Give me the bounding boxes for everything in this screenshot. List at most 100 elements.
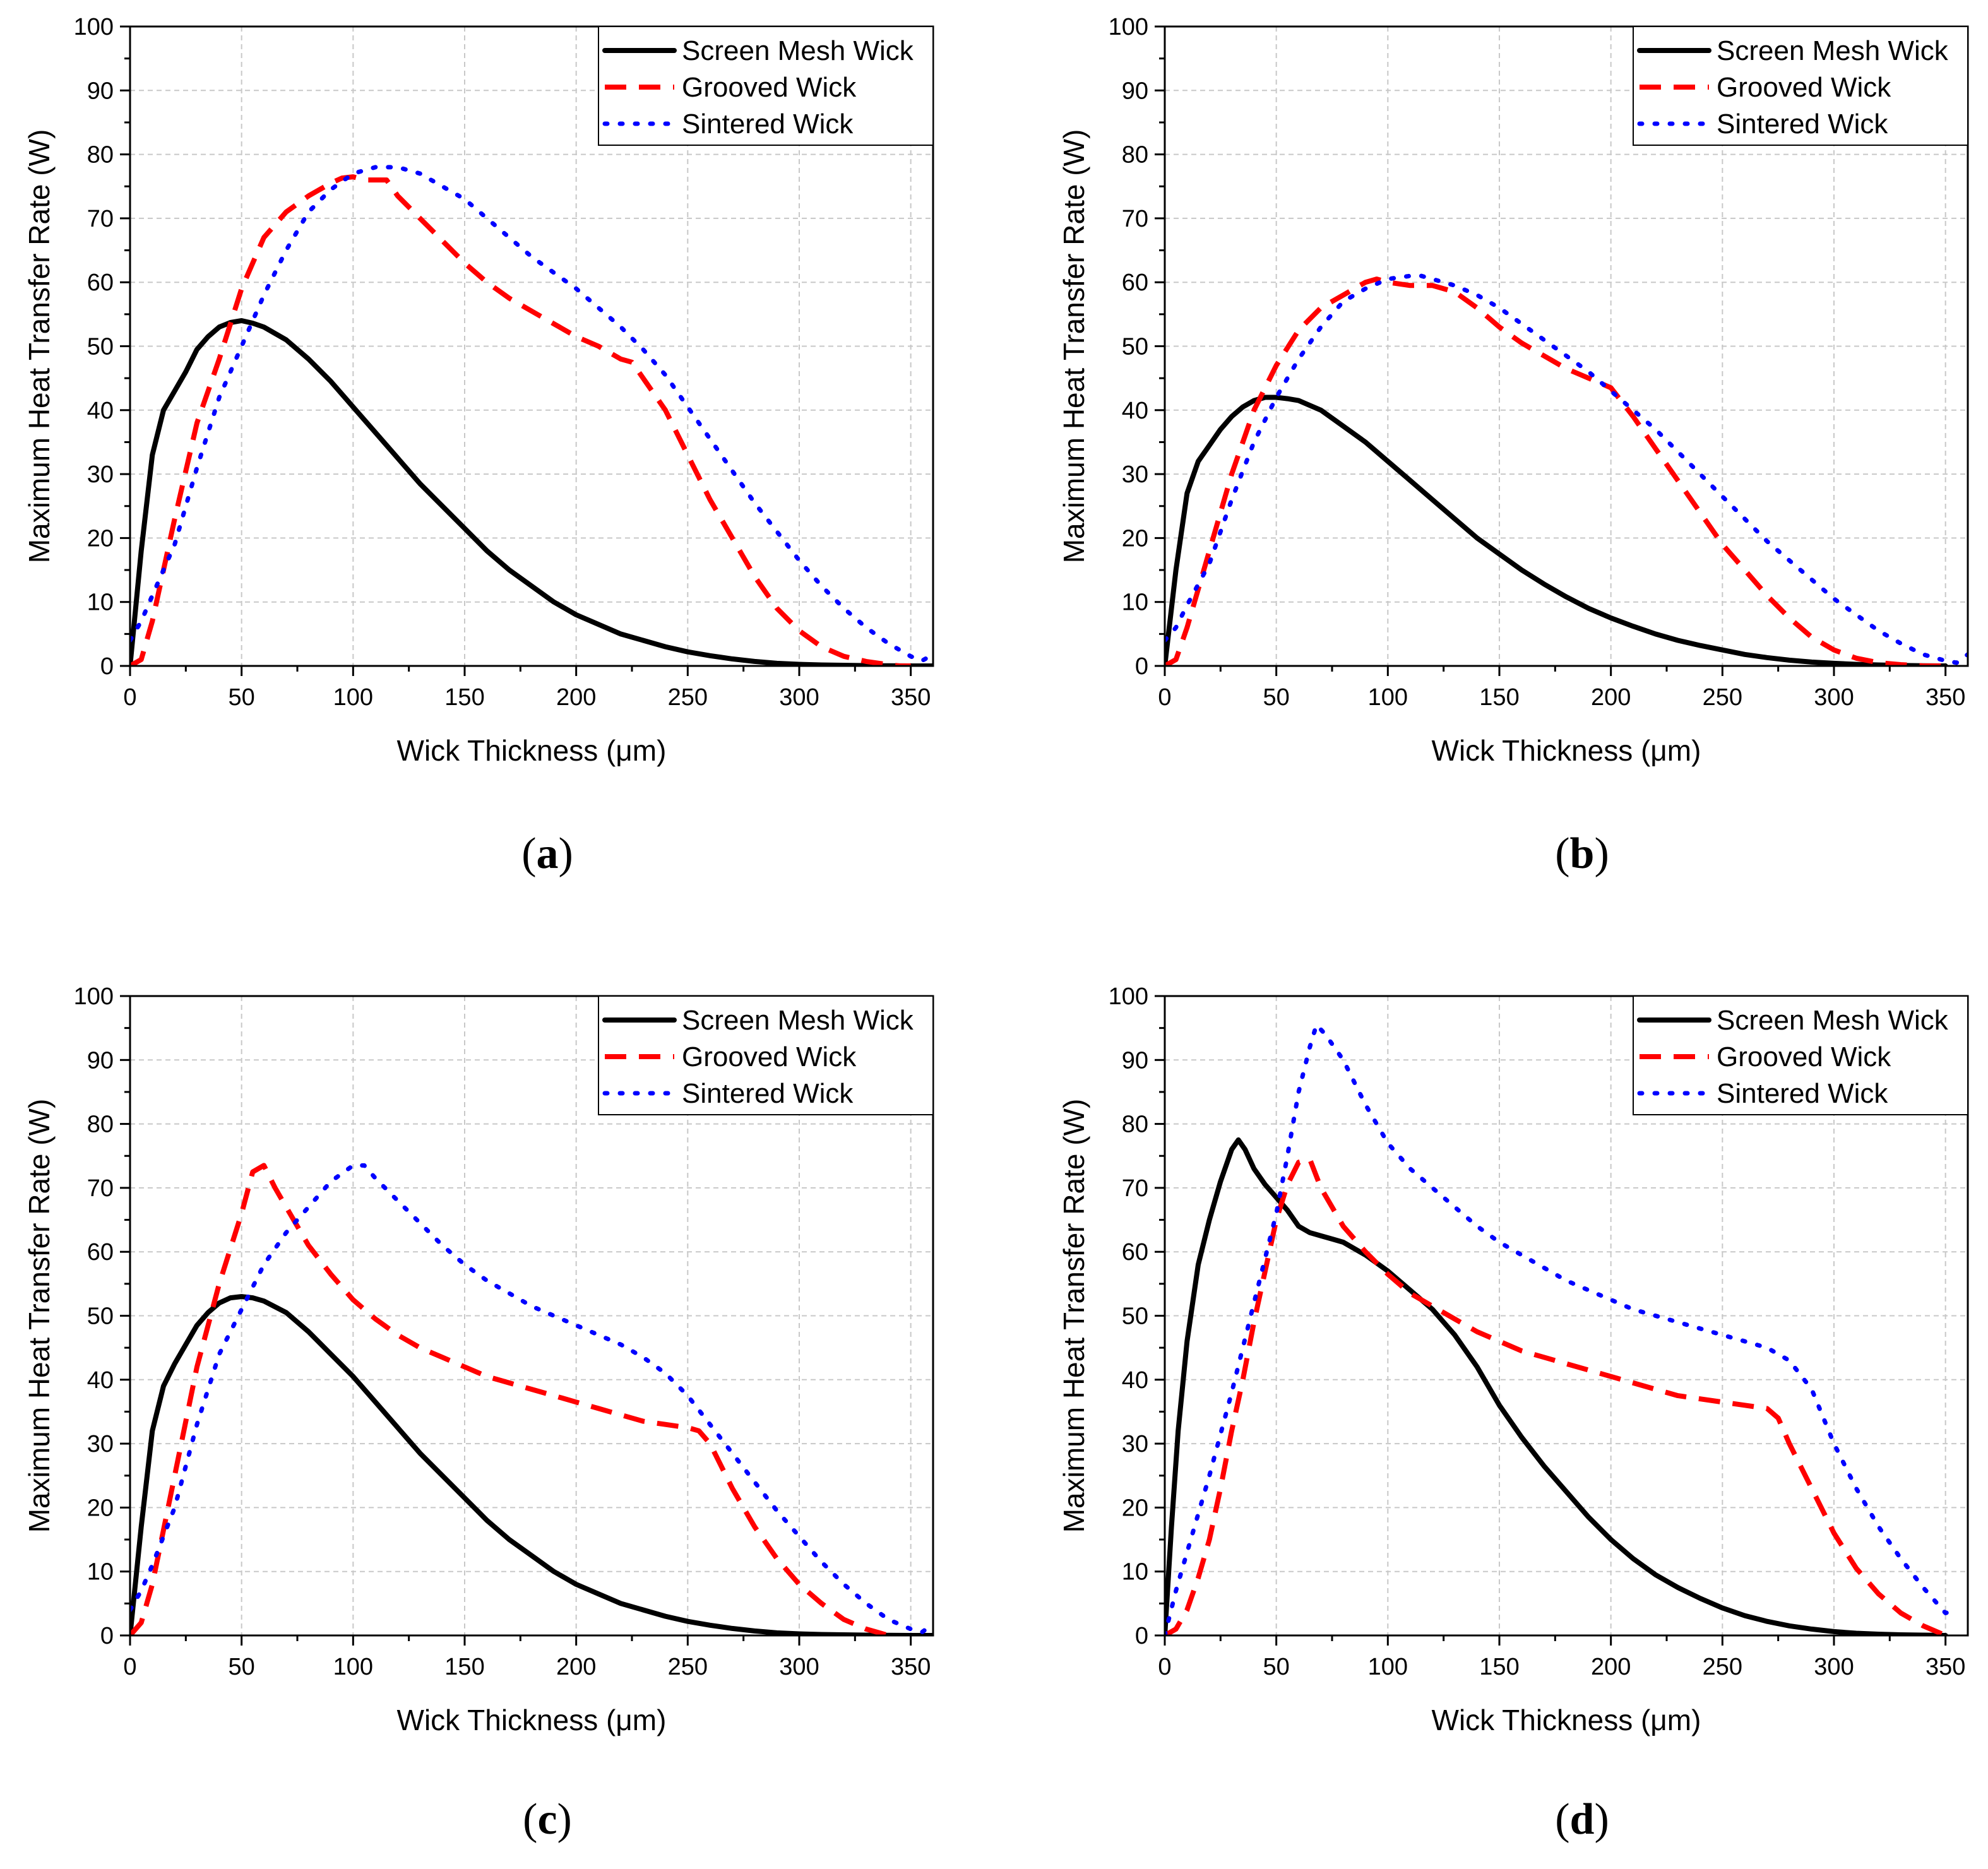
x-tick-label: 250 <box>668 1654 708 1680</box>
legend-label: Screen Mesh Wick <box>682 1005 914 1036</box>
y-tick-label: 60 <box>1122 270 1148 296</box>
x-tick-label: 50 <box>229 1654 255 1680</box>
legend-label: Grooved Wick <box>1717 1041 1891 1072</box>
chart-panel-c: 0 50 100 150 200 250 300 350 0 10 20 30 40 50 60 70 80 90… <box>23 983 934 1844</box>
x-tick-label: 200 <box>556 1654 596 1680</box>
chart-panel-a: 0 50 100 150 200 250 300 350 0 10 20 30 40 50 60 70 80 90… <box>23 14 934 878</box>
series-line-screen-mesh-wick <box>1165 395 1948 666</box>
y-tick-label: 0 <box>1135 653 1148 680</box>
x-tick-label: 0 <box>123 684 136 711</box>
y-tick-label: 50 <box>87 1303 114 1330</box>
y-tick-label: 100 <box>74 14 114 40</box>
y-tick-label: 50 <box>1122 334 1148 360</box>
series-line-grooved-wick <box>1165 1156 1947 1635</box>
legend-label: Sintered Wick <box>682 109 854 139</box>
series-line-sintered-wick <box>1165 273 1968 665</box>
x-tick-label: 200 <box>1591 684 1631 711</box>
legend: Screen Mesh Wick Grooved Wick Sintered Wic… <box>598 26 934 146</box>
y-tick-label: 30 <box>87 1431 114 1457</box>
series-line-screen-mesh-wick <box>1165 1137 1948 1635</box>
y-tick-label: 40 <box>1122 398 1148 424</box>
y-tick-label: 70 <box>1122 206 1148 232</box>
y-tick-label: 60 <box>87 1239 114 1266</box>
x-tick-label: 250 <box>668 684 708 711</box>
legend-label: Grooved Wick <box>682 1041 857 1072</box>
y-tick-label: 80 <box>1122 1112 1148 1138</box>
y-tick-label: 90 <box>1122 1047 1148 1074</box>
y-tick-label: 30 <box>87 461 114 488</box>
x-tick-label: 150 <box>444 684 484 711</box>
x-tick-label: 300 <box>1814 1654 1854 1680</box>
y-tick-label: 60 <box>1122 1239 1148 1266</box>
y-tick-label: 10 <box>87 1559 114 1586</box>
y-tick-label: 100 <box>1109 983 1148 1010</box>
y-tick-label: 90 <box>87 78 114 104</box>
x-tick-label: 100 <box>1368 684 1408 711</box>
legend-label: Sintered Wick <box>682 1078 854 1109</box>
x-tick-label: 300 <box>779 1654 819 1680</box>
y-tick-label: 20 <box>87 1495 114 1521</box>
y-tick-label: 80 <box>1122 142 1148 169</box>
y-tick-label: 40 <box>87 1367 114 1394</box>
x-tick-label: 300 <box>779 684 819 711</box>
legend-label: Sintered Wick <box>1717 109 1888 139</box>
x-tick-label: 250 <box>1703 1654 1742 1680</box>
x-tick-label: 200 <box>1591 1654 1631 1680</box>
y-tick-label: 20 <box>1122 1495 1148 1521</box>
y-tick-label: 90 <box>87 1047 114 1074</box>
y-tick-label: 0 <box>1135 1623 1148 1649</box>
y-tick-label: 10 <box>1122 1559 1148 1586</box>
x-tick-label: 50 <box>229 684 255 711</box>
y-axis-title: Maximum Heat Transfer Rate (W) <box>1057 129 1090 564</box>
x-tick-label: 350 <box>1926 684 1965 711</box>
series-line-sintered-wick <box>130 1163 933 1635</box>
chart-panel-d: 0 50 100 150 200 250 300 350 0 10 20 30 40 50 60 70 80 90… <box>1057 983 1969 1844</box>
y-tick-label: 70 <box>1122 1175 1148 1202</box>
y-axis-title: Maximum Heat Transfer Rate (W) <box>1057 1099 1090 1533</box>
y-tick-label: 30 <box>1122 1431 1148 1457</box>
x-tick-label: 0 <box>1158 1654 1171 1680</box>
y-tick-label: 10 <box>1122 590 1148 616</box>
legend-label: Grooved Wick <box>1717 72 1891 103</box>
legend-label: Screen Mesh Wick <box>1717 35 1949 66</box>
y-tick-label: 60 <box>87 270 114 296</box>
y-tick-label: 80 <box>87 1112 114 1138</box>
x-tick-label: 200 <box>556 684 596 711</box>
y-tick-label: 0 <box>100 653 114 680</box>
x-axis-title: Wick Thickness (μm) <box>397 734 667 767</box>
y-tick-label: 70 <box>87 1175 114 1202</box>
y-tick-label: 80 <box>87 142 114 169</box>
x-tick-label: 150 <box>444 1654 484 1680</box>
y-tick-label: 70 <box>87 206 114 232</box>
x-tick-label: 150 <box>1479 1654 1519 1680</box>
legend-label: Sintered Wick <box>1717 1078 1888 1109</box>
x-tick-label: 100 <box>333 684 373 711</box>
panel-label: (c) <box>523 1795 572 1844</box>
x-tick-label: 150 <box>1479 684 1519 711</box>
legend: Screen Mesh Wick Grooved Wick Sintered Wic… <box>598 995 934 1115</box>
x-tick-label: 250 <box>1703 684 1742 711</box>
x-tick-label: 350 <box>891 1654 931 1680</box>
y-tick-label: 100 <box>74 983 114 1010</box>
x-axis-title: Wick Thickness (μm) <box>1432 734 1701 767</box>
x-tick-label: 100 <box>333 1654 373 1680</box>
y-tick-label: 50 <box>87 334 114 360</box>
y-axis-title: Maximum Heat Transfer Rate (W) <box>23 129 56 564</box>
x-tick-label: 50 <box>1263 1654 1290 1680</box>
y-tick-label: 50 <box>1122 1303 1148 1330</box>
y-tick-label: 100 <box>1109 14 1148 40</box>
legend: Screen Mesh Wick Grooved Wick Sintered Wic… <box>1633 995 1968 1115</box>
legend-label: Screen Mesh Wick <box>1717 1005 1949 1036</box>
y-tick-label: 0 <box>100 1623 114 1649</box>
y-tick-label: 40 <box>87 398 114 424</box>
x-tick-label: 0 <box>123 1654 136 1680</box>
x-axis-title: Wick Thickness (μm) <box>397 1704 667 1736</box>
y-tick-label: 90 <box>1122 78 1148 104</box>
legend: Screen Mesh Wick Grooved Wick Sintered Wic… <box>1633 26 1968 146</box>
series-line-grooved-wick <box>1165 276 1946 666</box>
legend-label: Screen Mesh Wick <box>682 35 914 66</box>
y-tick-label: 20 <box>1122 525 1148 552</box>
y-axis-title: Maximum Heat Transfer Rate (W) <box>23 1099 56 1533</box>
